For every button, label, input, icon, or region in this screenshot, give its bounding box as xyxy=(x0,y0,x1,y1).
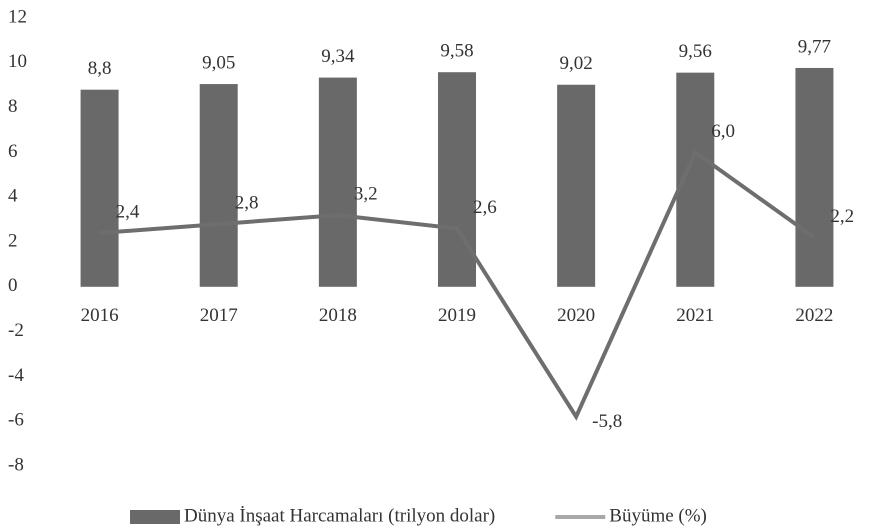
bar xyxy=(795,67,834,287)
bar xyxy=(80,89,119,287)
x-tick-label: 2018 xyxy=(319,305,357,326)
y-tick-label: 10 xyxy=(8,51,27,72)
y-tick-label: -2 xyxy=(8,320,24,341)
x-tick-label: 2021 xyxy=(676,305,714,326)
y-tick-label: 8 xyxy=(8,96,18,117)
y-tick-label: 6 xyxy=(8,141,18,162)
y-tick-label: -8 xyxy=(8,454,24,475)
bar-value-label: 9,34 xyxy=(321,46,355,67)
legend-label: Dünya İnşaat Harcamaları (trilyon dolar) xyxy=(184,505,495,526)
line-value-label: -5,8 xyxy=(592,411,622,432)
x-tick-label: 2017 xyxy=(200,305,238,326)
bar xyxy=(438,72,476,287)
bar-value-label: 9,56 xyxy=(679,41,712,62)
bar xyxy=(199,84,238,287)
y-tick-label: 0 xyxy=(8,275,18,296)
line xyxy=(99,149,816,421)
bar-value-label: 9,77 xyxy=(798,36,831,57)
bar-value-label: 9,58 xyxy=(440,41,473,62)
x-tick-label: 2016 xyxy=(81,305,119,326)
y-tick-label: 12 xyxy=(8,6,27,27)
line-value-label: 2,8 xyxy=(235,192,259,213)
line-value-label: 6,0 xyxy=(711,121,735,142)
line-value-label: 3,2 xyxy=(354,183,378,204)
y-tick-label: -6 xyxy=(8,410,24,431)
y-tick-label: -4 xyxy=(8,365,24,386)
y-tick-label: 2 xyxy=(8,230,18,251)
bar-value-label: 9,05 xyxy=(202,52,235,73)
legend-label: Büyüme (%) xyxy=(609,505,707,526)
x-tick-label: 2022 xyxy=(795,305,833,326)
y-tick-label: 4 xyxy=(8,186,18,207)
line-value-label: 2,6 xyxy=(473,197,497,218)
x-tick-label: 2019 xyxy=(438,305,476,326)
x-tick-label: 2020 xyxy=(557,305,595,326)
bar xyxy=(557,84,596,287)
legend-swatch xyxy=(130,510,180,524)
bar-value-label: 8,8 xyxy=(88,58,112,79)
bar xyxy=(318,77,357,287)
line-value-label: 2,4 xyxy=(116,201,140,222)
bar-value-label: 9,02 xyxy=(560,53,593,74)
line-value-label: 2,2 xyxy=(830,206,854,227)
